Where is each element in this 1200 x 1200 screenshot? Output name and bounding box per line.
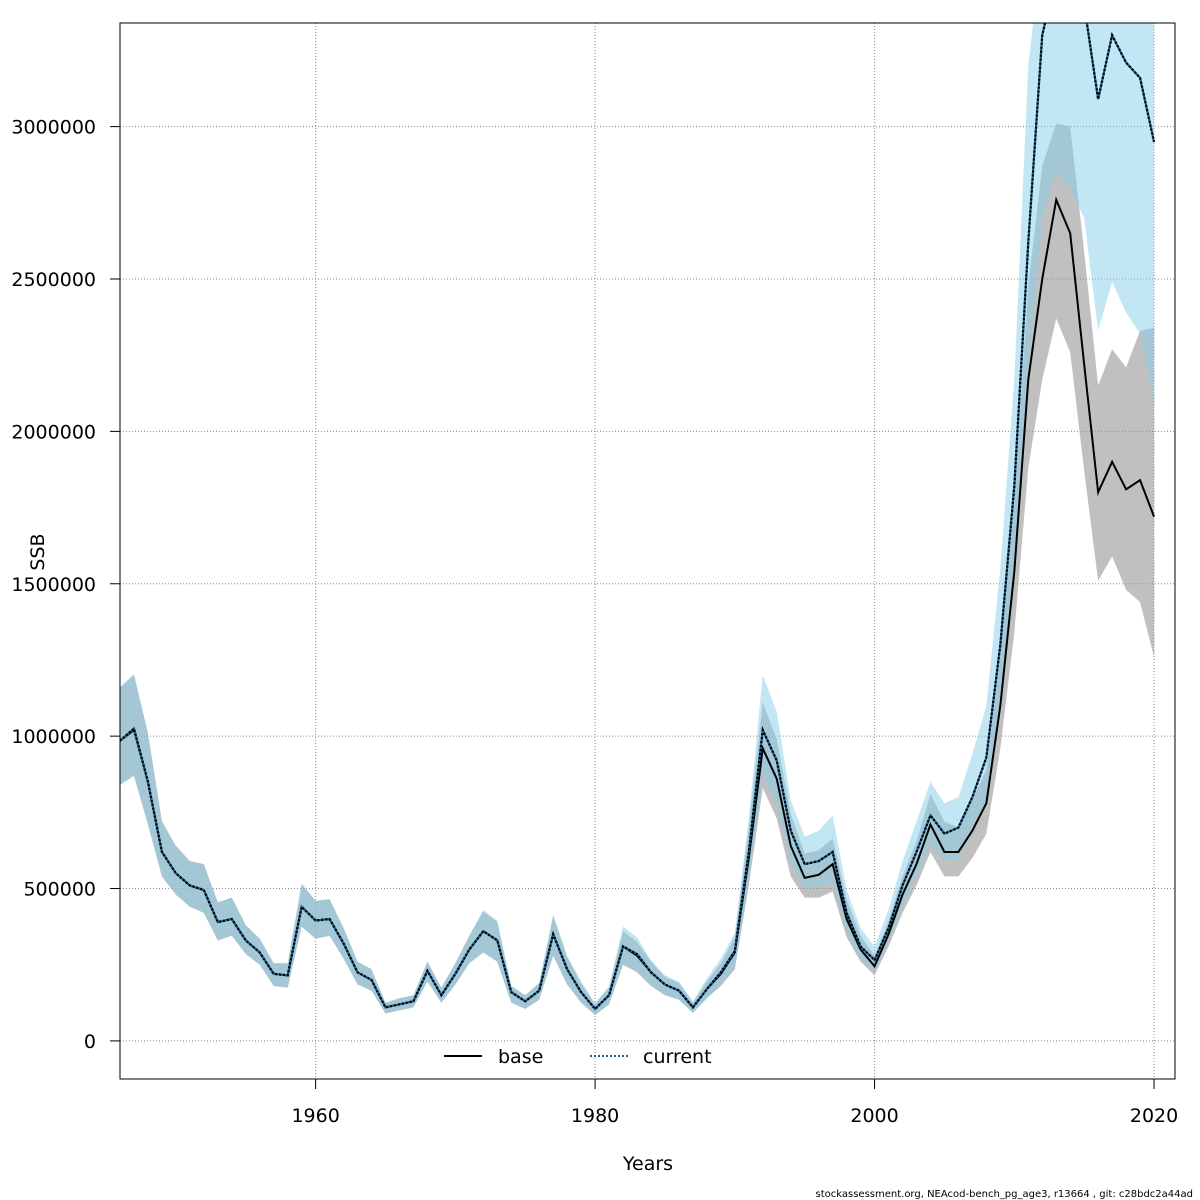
series-lines bbox=[120, 23, 1156, 1011]
x-axis-title: Years bbox=[622, 1153, 673, 1175]
confidence-bands bbox=[120, 23, 1155, 1016]
x-axis-ticks: 1960 1980 2000 2020 bbox=[291, 1079, 1178, 1127]
legend-label-base: base bbox=[498, 1046, 543, 1068]
plot-frame bbox=[119, 22, 1176, 1080]
x-tick-label: 1980 bbox=[571, 1105, 619, 1127]
y-tick-label: 1000000 bbox=[11, 726, 96, 748]
confidence-band-current bbox=[120, 23, 1155, 1015]
y-axis-ticks: 0 500000 1000000 1500000 2000000 2500000 30000… bbox=[11, 117, 120, 1053]
x-tick-label: 2020 bbox=[1130, 1105, 1178, 1127]
x-tick-label: 2000 bbox=[850, 1105, 898, 1127]
y-axis-title: SSB bbox=[27, 533, 49, 570]
legend-label-current: current bbox=[643, 1046, 712, 1068]
x-tick-label: 1960 bbox=[291, 1105, 339, 1127]
y-tick-label: 1500000 bbox=[11, 574, 96, 596]
y-tick-label: 500000 bbox=[23, 879, 96, 901]
confidence-band-base bbox=[120, 123, 1155, 1016]
series-line-current-underlay bbox=[120, 23, 1156, 1011]
legend: base current bbox=[444, 1046, 712, 1068]
y-tick-label: 3000000 bbox=[11, 117, 96, 139]
y-tick-label: 2000000 bbox=[11, 421, 96, 443]
series-line-current bbox=[120, 23, 1156, 1011]
y-tick-label: 0 bbox=[84, 1031, 96, 1053]
footnote: stockassessment.org, NEAcod-bench_pg_age… bbox=[816, 1189, 1194, 1200]
y-tick-label: 2500000 bbox=[11, 269, 96, 291]
